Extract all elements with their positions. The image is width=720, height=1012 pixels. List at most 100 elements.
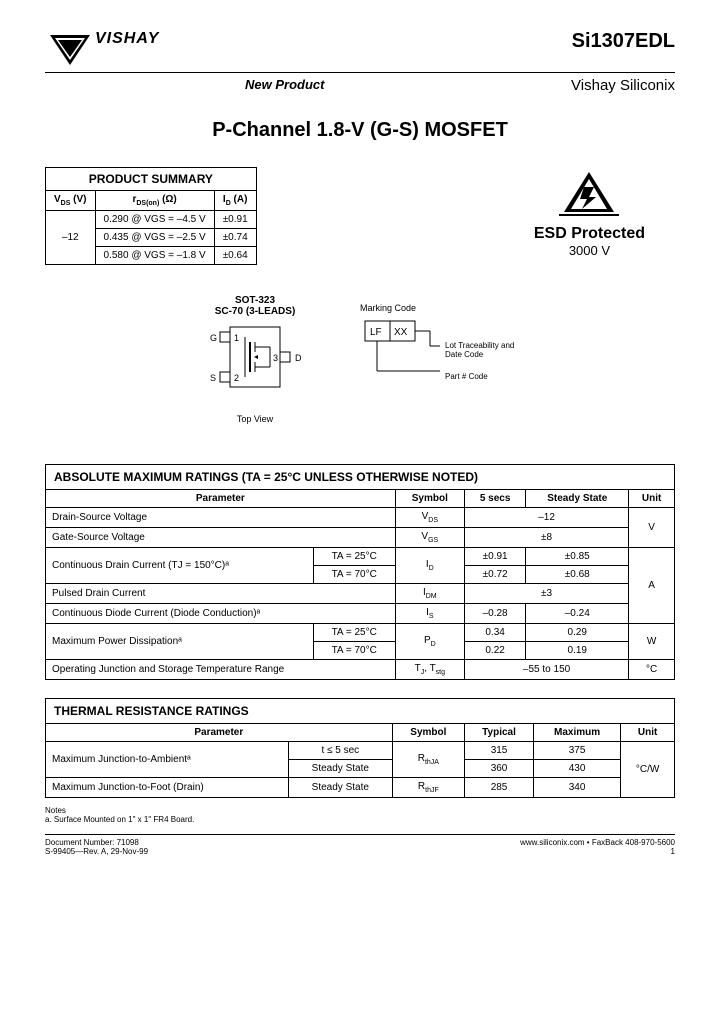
amr-cond: TA = 70°C — [313, 642, 395, 660]
amr-sym: IDM — [395, 584, 464, 604]
amr-param: Continuous Diode Current (Diode Conducti… — [46, 604, 396, 624]
amr-sym: ID — [395, 548, 464, 584]
th-param: Maximum Junction-to-Ambientᵃ — [46, 742, 289, 778]
amr-param: Gate-Source Voltage — [46, 528, 396, 548]
th-max: 340 — [533, 778, 620, 798]
summary-i2: ±0.64 — [214, 247, 256, 265]
amr-param: Drain-Source Voltage — [46, 508, 396, 528]
doc-num: Document Number: 71098 — [45, 838, 148, 847]
th-param: Maximum Junction-to-Foot (Drain) — [46, 778, 289, 798]
amr-ss: ±0.68 — [526, 566, 629, 584]
amr-col-sym: Symbol — [395, 490, 464, 508]
amr-val: ±8 — [464, 528, 628, 548]
amr-val: ±3 — [464, 584, 628, 604]
amr-5s: 0.22 — [464, 642, 525, 660]
summary-heading: PRODUCT SUMMARY — [46, 168, 257, 191]
amr-unit: W — [629, 624, 675, 660]
th-cond: Steady State — [288, 778, 392, 798]
amr-ss: –0.24 — [526, 604, 629, 624]
amr-ss: ±0.85 — [526, 548, 629, 566]
summary-r1: 0.435 @ VGS = –2.5 V — [95, 229, 214, 247]
amr-sym: PD — [395, 624, 464, 660]
summary-col-vds: VDS (V) — [46, 191, 96, 211]
amr-val: –55 to 150 — [464, 660, 628, 680]
svg-text:1: 1 — [234, 333, 239, 343]
svg-text:2: 2 — [234, 373, 239, 383]
th-max: 430 — [533, 760, 620, 778]
amr-cond: TA = 25°C — [313, 548, 395, 566]
thermal-heading: THERMAL RESISTANCE RATINGS — [46, 699, 675, 724]
th-sym: RthJA — [392, 742, 464, 778]
lot-text: Lot Traceability and Date Code — [445, 341, 525, 359]
th-typ: 315 — [465, 742, 534, 760]
amr-unit: A — [629, 548, 675, 624]
amr-5s: 0.34 — [464, 624, 525, 642]
topview-label: Top View — [200, 414, 310, 424]
amr-param: Operating Junction and Storage Temperatu… — [46, 660, 396, 680]
rev: S-99405—Rev. A, 29-Nov-99 — [45, 847, 148, 856]
summary-col-rds: rDS(on) (Ω) — [95, 191, 214, 211]
lf-text: LF — [370, 327, 382, 338]
summary-vds: –12 — [46, 211, 96, 265]
amr-5s: ±0.91 — [464, 548, 525, 566]
amr-ss: 0.29 — [526, 624, 629, 642]
th-typ: 285 — [465, 778, 534, 798]
page-num: 1 — [520, 847, 675, 856]
esd-text: ESD Protected — [534, 225, 645, 243]
part-number: Si1307EDL — [572, 30, 675, 53]
amr-sym: TJ, Tstg — [395, 660, 464, 680]
summary-col-id: ID (A) — [214, 191, 256, 211]
notes-block: Notes a. Surface Mounted on 1" x 1" FR4 … — [45, 806, 675, 824]
th-max: 375 — [533, 742, 620, 760]
header-right: Si1307EDL — [572, 30, 675, 53]
th-typ: 360 — [465, 760, 534, 778]
amr-5s: –0.28 — [464, 604, 525, 624]
summary-i0: ±0.91 — [214, 211, 256, 229]
amr-col-unit: Unit — [629, 490, 675, 508]
page-header: VISHAY Si1307EDL — [45, 30, 675, 73]
partcode-text: Part # Code — [445, 372, 605, 381]
amr-ss: 0.19 — [526, 642, 629, 660]
amr-param: Pulsed Drain Current — [46, 584, 396, 604]
url: www.siliconix.com • FaxBack 408-970-5600 — [520, 838, 675, 847]
amr-col-param: Parameter — [46, 490, 396, 508]
th-unit: °C/W — [621, 742, 675, 798]
esd-icon — [554, 167, 624, 222]
amr-table: ABSOLUTE MAXIMUM RATINGS (TA = 25°C UNLE… — [45, 464, 675, 680]
xx-text: XX — [394, 327, 408, 338]
thermal-table: THERMAL RESISTANCE RATINGS Parameter Sym… — [45, 698, 675, 798]
summary-r2: 0.580 @ VGS = –1.8 V — [95, 247, 214, 265]
summary-i1: ±0.74 — [214, 229, 256, 247]
amr-unit: °C — [629, 660, 675, 680]
sub-header: New Product Vishay Siliconix — [45, 77, 675, 94]
page-title: P-Channel 1.8-V (G-S) MOSFET — [45, 119, 675, 142]
marking-diagram: Marking Code LF XX Lot Traceability and … — [360, 303, 520, 416]
svg-text:G: G — [210, 333, 217, 343]
footer-right: www.siliconix.com • FaxBack 408-970-5600… — [520, 838, 675, 856]
svg-text:S: S — [210, 373, 216, 383]
logo: VISHAY — [45, 30, 159, 70]
th-cond: Steady State — [288, 760, 392, 778]
svg-text:3: 3 — [273, 353, 278, 363]
amr-val: –12 — [464, 508, 628, 528]
page-footer: Document Number: 71098 S-99405—Rev. A, 2… — [45, 834, 675, 856]
amr-col-ss: Steady State — [526, 490, 629, 508]
amr-sym: VGS — [395, 528, 464, 548]
amr-unit: V — [629, 508, 675, 548]
esd-block: ESD Protected 3000 V — [534, 167, 645, 265]
amr-param: Maximum Power Dissipationᵃ — [46, 624, 314, 660]
th-col-max: Maximum — [533, 724, 620, 742]
svg-text:D: D — [295, 353, 302, 363]
amr-cond: TA = 25°C — [313, 624, 395, 642]
logo-text: VISHAY — [95, 30, 159, 48]
th-cond: t ≤ 5 sec — [288, 742, 392, 760]
pkg-line2: SC-70 (3-LEADS) — [200, 306, 310, 317]
th-col-param: Parameter — [46, 724, 393, 742]
brand-line: Vishay Siliconix — [571, 77, 675, 94]
notes-title: Notes — [45, 806, 675, 815]
amr-sym: VDS — [395, 508, 464, 528]
summary-r0: 0.290 @ VGS = –4.5 V — [95, 211, 214, 229]
new-product-label: New Product — [245, 77, 324, 94]
marking-label: Marking Code — [360, 303, 520, 313]
package-diagram: SOT-323 SC-70 (3-LEADS) 1 G 2 S 3 D — [200, 295, 310, 424]
